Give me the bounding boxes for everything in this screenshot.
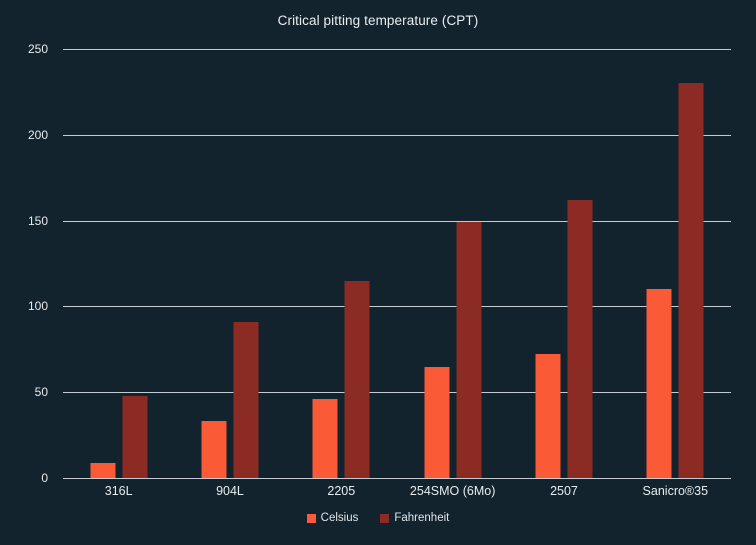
category-slot-4: 2507	[508, 0, 619, 545]
category-slot-3: 254SMO (6Mo)	[397, 0, 508, 545]
legend-item-fahrenheit: Fahrenheit	[380, 512, 449, 524]
category-slot-2: 2205	[286, 0, 397, 545]
bar-celsius-5	[646, 289, 672, 478]
category-slot-5: Sanicro®35	[620, 0, 731, 545]
y-tick-label: 0	[41, 471, 48, 485]
bar-fahrenheit-4	[567, 200, 593, 478]
y-tick-label: 50	[34, 385, 48, 400]
plot-area: 316L 904L 2205 254SMO (6Mo) 2507 Sanicro®35	[63, 0, 731, 545]
bar-fahrenheit-3	[456, 222, 482, 478]
x-category-label: 254SMO (6Mo)	[409, 484, 496, 498]
bar-pair	[90, 395, 148, 478]
bar-pair	[424, 222, 482, 478]
gridline-100	[63, 306, 731, 308]
gridline-0	[63, 478, 731, 479]
bar-fahrenheit-5	[678, 83, 704, 478]
legend-swatch-icon	[306, 513, 316, 523]
x-category-label: 2205	[327, 484, 356, 498]
legend: Celsius Fahrenheit	[0, 512, 756, 524]
legend-swatch-icon	[380, 513, 390, 523]
legend-label: Fahrenheit	[394, 512, 450, 524]
bar-pair	[201, 321, 259, 478]
bar-pair	[646, 83, 704, 478]
x-category-label: Sanicro®35	[642, 484, 709, 498]
gridline-150	[63, 220, 731, 222]
gridline-50	[63, 392, 731, 394]
x-category-label: 316L	[104, 484, 133, 498]
bar-celsius-1	[201, 421, 227, 478]
bar-fahrenheit-2	[344, 280, 370, 478]
bar-celsius-4	[535, 354, 561, 478]
bar-pair	[312, 280, 370, 478]
gridline-200	[63, 134, 731, 136]
bar-celsius-2	[312, 399, 338, 478]
gridline-250	[63, 49, 731, 50]
y-tick-label: 200	[27, 127, 48, 142]
bar-pair	[535, 200, 593, 478]
bar-celsius-0	[90, 462, 116, 478]
y-tick-label: 100	[27, 299, 48, 314]
bar-fahrenheit-0	[122, 395, 148, 478]
category-slot-1: 904L	[174, 0, 285, 545]
y-tick-label: 250	[27, 42, 48, 56]
bar-fahrenheit-1	[233, 321, 259, 478]
x-category-label: 904L	[216, 484, 244, 498]
x-category-label: 2507	[550, 484, 578, 498]
category-slot-0: 316L	[63, 0, 174, 545]
legend-item-celsius: Celsius	[306, 512, 359, 524]
y-tick-label: 150	[27, 213, 48, 228]
chart-title: Critical pitting temperature (CPT)	[277, 13, 479, 28]
bar-celsius-3	[424, 366, 450, 478]
legend-label: Celsius	[320, 512, 359, 524]
